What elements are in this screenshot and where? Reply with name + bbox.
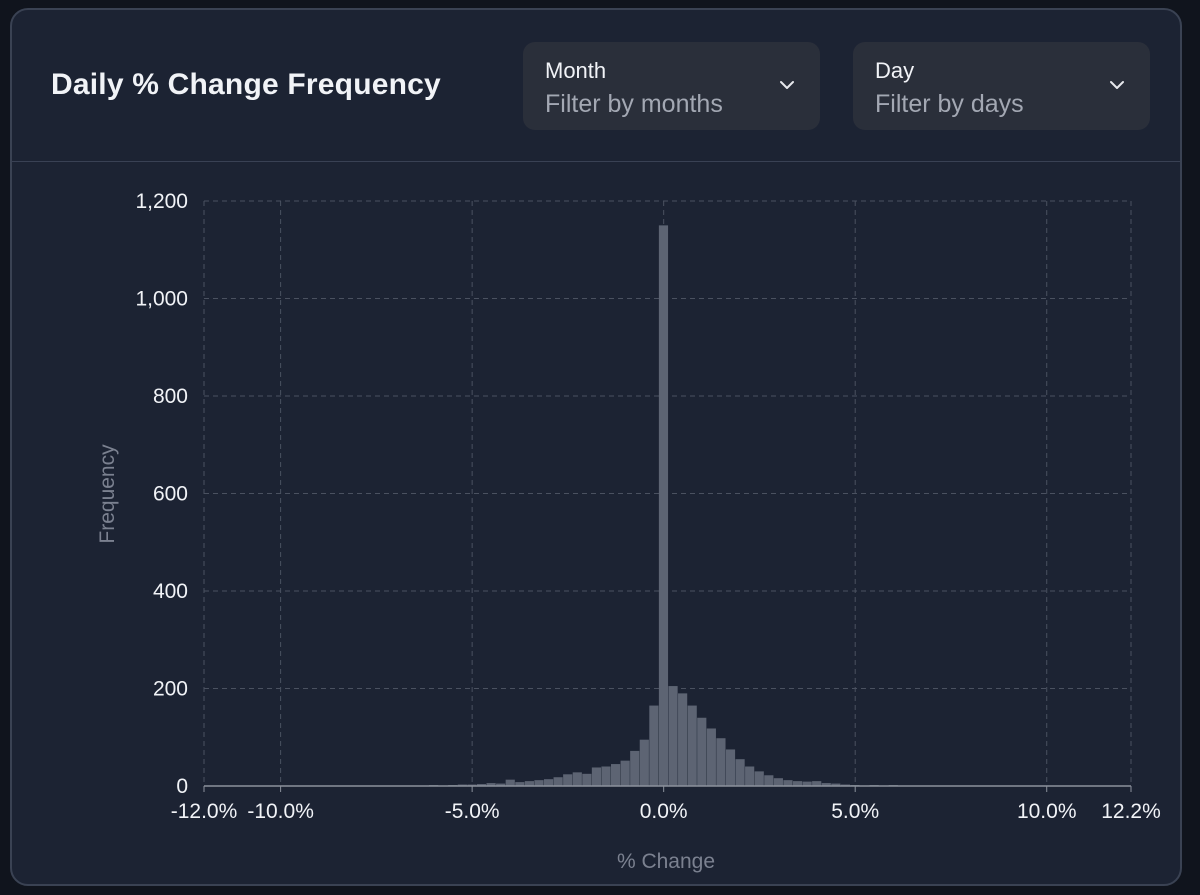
histogram-chart: -12.0% -10.0% -5.0% 0.0% 5.0% 10.0% 12.2% 0 200 4… <box>96 190 1161 873</box>
histogram-bar <box>496 783 506 786</box>
histogram-bar <box>668 686 678 786</box>
histogram-bar <box>534 780 544 786</box>
histogram-bar <box>582 773 592 786</box>
histogram-bar <box>658 225 669 786</box>
x-tick-label: 5.0% <box>831 800 879 823</box>
histogram-bar <box>649 705 659 786</box>
day-filter-placeholder: Filter by days <box>875 90 1024 118</box>
y-axis-label: Frequency <box>96 444 119 544</box>
histogram-bar <box>563 774 573 786</box>
histogram-bar <box>812 781 822 786</box>
histogram-bar <box>706 728 716 786</box>
x-tick-label: 0.0% <box>640 800 688 823</box>
histogram-bar <box>620 760 630 786</box>
x-tick-label: -10.0% <box>247 800 314 823</box>
histogram-bar <box>505 779 515 786</box>
x-tick-label: -12.0% <box>171 800 238 823</box>
month-filter-dropdown[interactable]: Month Filter by months <box>523 42 820 130</box>
histogram-bar <box>639 739 649 786</box>
histogram-bar <box>773 778 783 786</box>
histogram-card: Daily % Change Frequency Month Filter by… <box>10 8 1182 886</box>
chevron-down-icon <box>780 81 794 89</box>
x-axis-label: % Change <box>617 850 715 873</box>
histogram-bar <box>601 766 611 786</box>
histogram-bar <box>591 767 602 786</box>
histogram-bar <box>764 775 774 786</box>
month-filter-label: Month <box>545 58 607 83</box>
histogram-bar <box>486 783 496 786</box>
x-tick-label: -5.0% <box>445 800 500 823</box>
histogram-bar <box>821 783 831 786</box>
card-header: Daily % Change Frequency Month Filter by… <box>12 10 1180 162</box>
day-filter-dropdown[interactable]: Day Filter by days <box>853 42 1150 130</box>
histogram-bar <box>476 784 487 786</box>
histogram-bar <box>687 705 697 786</box>
histogram-bar <box>697 717 707 786</box>
y-tick-label: 200 <box>153 678 188 701</box>
histogram-bar <box>792 781 803 786</box>
histogram-bar <box>678 693 688 786</box>
x-tick-label: 10.0% <box>1017 800 1077 823</box>
histogram-bar <box>735 759 745 786</box>
day-filter-label: Day <box>875 58 915 83</box>
y-tick-label: 400 <box>153 580 188 603</box>
histogram-bar <box>745 766 755 786</box>
histogram-bar <box>515 782 525 786</box>
y-tick-label: 1,200 <box>135 190 188 213</box>
chevron-down-icon <box>1110 81 1124 89</box>
histogram-bar <box>831 783 841 786</box>
histogram-bar <box>716 738 726 786</box>
histogram-bar <box>524 781 534 786</box>
histogram-bars <box>218 225 1071 786</box>
histogram-bar <box>802 781 812 786</box>
histogram-bar <box>610 764 621 786</box>
tick-labels: -12.0% -10.0% -5.0% 0.0% 5.0% 10.0% 12.2% 0 200 4… <box>135 190 1160 823</box>
histogram-bar <box>783 780 793 786</box>
histogram-bar <box>572 772 582 786</box>
y-tick-label: 800 <box>153 385 188 408</box>
y-tick-label: 0 <box>176 775 188 798</box>
y-tick-label: 1,000 <box>135 288 188 311</box>
card-title: Daily % Change Frequency <box>51 68 441 101</box>
y-tick-label: 600 <box>153 483 188 506</box>
histogram-bar <box>630 750 640 786</box>
histogram-bar <box>543 779 554 786</box>
month-filter-placeholder: Filter by months <box>545 90 723 118</box>
histogram-bar <box>725 749 736 786</box>
x-tick-label: 12.2% <box>1101 800 1161 823</box>
histogram-bar <box>754 771 764 786</box>
histogram-bar <box>553 777 563 786</box>
